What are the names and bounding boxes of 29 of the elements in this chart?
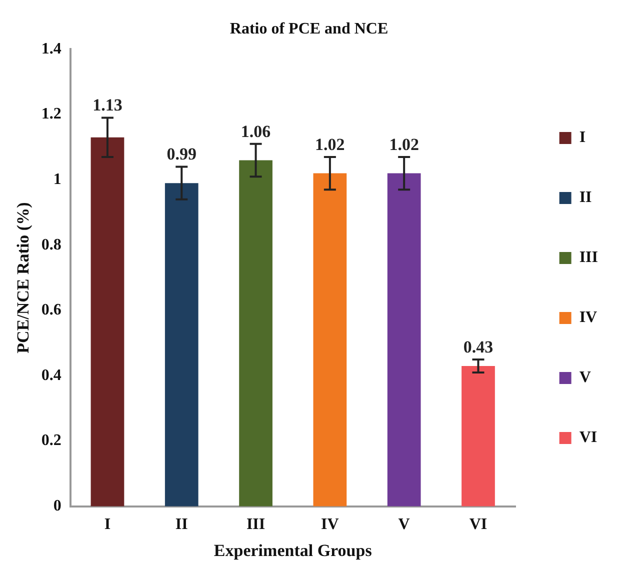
data-label: 1.02 [389, 134, 419, 154]
y-tick-label: 1.4 [41, 40, 62, 58]
x-axis-title: Experimental Groups [214, 541, 372, 560]
x-tick-label: VI [469, 516, 488, 534]
data-label: 1.06 [240, 122, 271, 141]
y-tick-label: 0.2 [41, 432, 62, 450]
x-tick-label: III [246, 516, 266, 534]
y-axis-title: PCE/NCE Ratio (%) [14, 202, 33, 354]
legend-label: I [579, 129, 586, 146]
data-label: 1.13 [92, 96, 122, 115]
x-tick-label: IV [321, 516, 340, 534]
x-tick-label: V [398, 516, 410, 534]
data-label: 0.43 [463, 337, 494, 356]
data-label: 1.02 [315, 134, 345, 154]
y-tick-label: 0.6 [41, 302, 62, 319]
data-label: 0.99 [166, 144, 197, 164]
y-tick-label: 1 [53, 170, 62, 188]
y-tick-label: 0.8 [41, 236, 62, 254]
legend-label: V [579, 369, 592, 386]
y-tick-label: 0 [53, 498, 62, 515]
legend-label: VI [579, 429, 598, 446]
legend-label: II [579, 189, 592, 206]
y-tick-label: 0.4 [41, 366, 62, 384]
y-tick-label: 1.2 [41, 106, 62, 123]
legend-label: IV [579, 309, 598, 326]
x-tick-label: II [175, 516, 188, 534]
x-tick-label: I [104, 516, 111, 534]
chart-title: Ratio of PCE and NCE [230, 20, 388, 38]
legend-label: III [579, 249, 598, 266]
